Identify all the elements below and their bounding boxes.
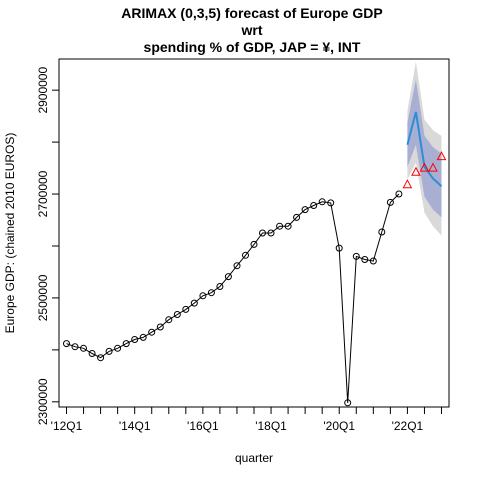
y-tick-label: 2900000 (36, 67, 50, 114)
observed-point (190, 299, 198, 307)
observed-point (122, 340, 130, 348)
observed-point (207, 289, 215, 297)
y-tick-label: 2300000 (36, 378, 50, 425)
x-tick-label: '12Q1 (51, 419, 83, 433)
y-axis-label: Europe GDP: (chained 2010 EUROS) (3, 133, 17, 334)
forecast-series-layer (406, 111, 443, 188)
x-axis-label: quarter (235, 451, 273, 465)
observed-point (63, 340, 70, 348)
observed-point (250, 240, 258, 248)
x-tick-label: '16Q1 (187, 419, 219, 433)
actual-point (411, 166, 421, 176)
observed-point (284, 222, 292, 230)
observed-line (66, 193, 400, 403)
observed-point (318, 198, 326, 206)
x-tick-label: '20Q1 (323, 419, 355, 433)
observed-point (369, 257, 377, 265)
observed-point (242, 251, 249, 259)
observed-point (131, 336, 139, 343)
plot-frame (58, 58, 450, 408)
observed-point (395, 190, 403, 198)
observed-series-layer (63, 190, 403, 407)
observed-point (344, 399, 352, 407)
observed-point (267, 229, 275, 237)
x-tick-label: '18Q1 (255, 419, 287, 433)
observed-point (173, 311, 181, 318)
forecast-line (406, 111, 443, 188)
observed-point (182, 305, 190, 313)
x-tick-label: '22Q1 (392, 419, 424, 433)
chart-title-line-2: wrt (241, 22, 263, 38)
observed-point (80, 344, 87, 352)
observed-point (148, 328, 156, 336)
y-tick-label: 2700000 (36, 170, 50, 217)
x-tick-label: '14Q1 (119, 419, 151, 433)
observed-point (259, 229, 266, 237)
observed-point (276, 222, 284, 230)
observed-point (199, 292, 207, 300)
observed-point (156, 323, 164, 331)
actual-point (436, 151, 447, 161)
observed-point (88, 350, 96, 357)
observed-point (224, 273, 232, 281)
observed-point (378, 228, 386, 236)
actual-point (428, 162, 438, 172)
observed-point (114, 344, 122, 352)
observed-point (386, 198, 394, 206)
observed-point (97, 354, 105, 362)
x-axis: '12Q1 '14Q1 '16Q1 '18Q1 '20Q1 '22Q1 (51, 406, 442, 433)
observed-point (293, 213, 301, 221)
y-axis: 2300000 2500000 2700000 2900000 (36, 67, 60, 425)
observed-point (301, 206, 309, 214)
actual-point (402, 179, 413, 189)
observed-point (361, 256, 369, 263)
chart-title-line-3: spending % of GDP, JAP = ¥, INT (144, 39, 361, 55)
observed-point (105, 347, 113, 355)
observed-point (71, 343, 79, 351)
observed-point (233, 262, 241, 270)
observed-point (327, 199, 335, 207)
observed-point (335, 244, 343, 252)
observed-point (216, 283, 224, 290)
chart-title-line-1: ARIMAX (0,3,5) forecast of Europe GDP (121, 5, 382, 21)
actual-markers-layer (402, 151, 447, 189)
observed-point (310, 202, 318, 209)
observed-point (352, 252, 360, 260)
y-tick-label: 2500000 (36, 274, 50, 321)
observed-point (165, 316, 173, 324)
observed-point (139, 333, 147, 341)
actual-point (419, 162, 430, 172)
